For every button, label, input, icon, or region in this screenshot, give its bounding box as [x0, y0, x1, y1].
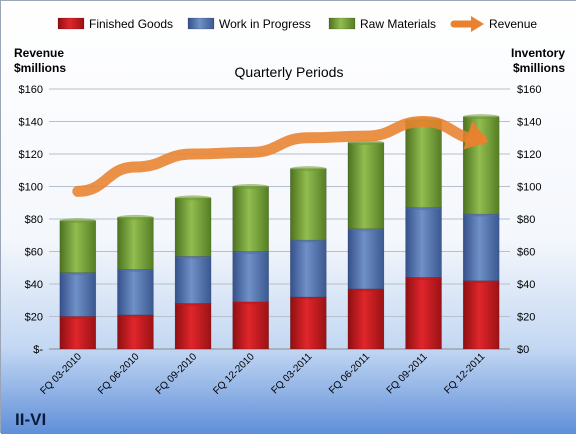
bar-segment [405, 207, 442, 278]
bar-segment [117, 217, 154, 270]
bar-segment [405, 277, 442, 350]
legend-swatch [328, 17, 356, 30]
left-tick-label: $100 [19, 182, 43, 194]
company-label: II-VI [15, 410, 46, 429]
left-tick-label: $80 [25, 214, 43, 226]
left-tick-label: $40 [25, 279, 43, 291]
bar-segment [174, 256, 212, 304]
revenue-arrowhead [463, 120, 489, 150]
bar-segment [232, 186, 269, 252]
right-tick-label: $140 [517, 117, 541, 129]
bar-segment [174, 303, 212, 350]
left-tick-label: $120 [19, 149, 43, 161]
bar-segment [59, 220, 97, 273]
left-tick-label: $140 [19, 117, 43, 129]
left-axis-label: Revenue [14, 46, 64, 60]
legend-label: Raw Materials [360, 17, 436, 31]
right-tick-label: $100 [517, 182, 541, 194]
right-tick-label: $80 [517, 214, 535, 226]
legend-label: Revenue [489, 17, 537, 31]
bar-segment [290, 168, 327, 241]
right-tick-label: $0 [517, 344, 529, 356]
left-tick-label: $20 [25, 312, 43, 324]
right-axis-unit: $millions [513, 61, 565, 75]
legend-label: Work in Progress [219, 17, 311, 31]
bar-segment-cap [463, 114, 500, 120]
right-tick-label: $60 [517, 247, 535, 259]
right-tick-label: $40 [517, 279, 535, 291]
chart-title: Quarterly Periods [235, 64, 344, 80]
bar-segment [462, 213, 500, 281]
right-tick-label: $20 [517, 312, 535, 324]
bar-segment [347, 288, 385, 350]
bar-segment [59, 316, 97, 350]
left-axis-unit: $millions [14, 61, 66, 75]
bar-segment [347, 142, 385, 229]
bar-segment-cap [59, 218, 96, 224]
bar-segment [232, 301, 269, 350]
legend-arrowhead [471, 16, 484, 32]
bar-segment [117, 269, 154, 316]
bar-segment [174, 197, 212, 257]
right-tick-label: $160 [517, 84, 541, 96]
bar-segment [59, 272, 97, 317]
legend-swatch [57, 17, 85, 30]
bar-segment-cap [175, 195, 212, 201]
bar-segment [117, 314, 154, 350]
bar-segment [462, 280, 500, 350]
right-tick-label: $120 [517, 149, 541, 161]
revenue-line [72, 116, 487, 197]
left-tick-label: $160 [19, 84, 43, 96]
bar-segment [232, 251, 269, 303]
bar-segment-cap [117, 214, 154, 220]
bar-segment-cap [232, 184, 269, 189]
legend-label: Finished Goods [89, 17, 173, 31]
legend-swatch [187, 17, 215, 30]
bar-segment [462, 116, 500, 215]
bar-segment [290, 239, 327, 298]
bar-segment [347, 228, 385, 290]
left-tick-label: $- [33, 344, 43, 356]
left-tick-label: $60 [25, 247, 43, 259]
bar-segment [290, 296, 327, 350]
right-axis-label: Inventory [511, 46, 565, 60]
bar-segment-cap [290, 166, 327, 172]
bar-segment [405, 119, 442, 208]
